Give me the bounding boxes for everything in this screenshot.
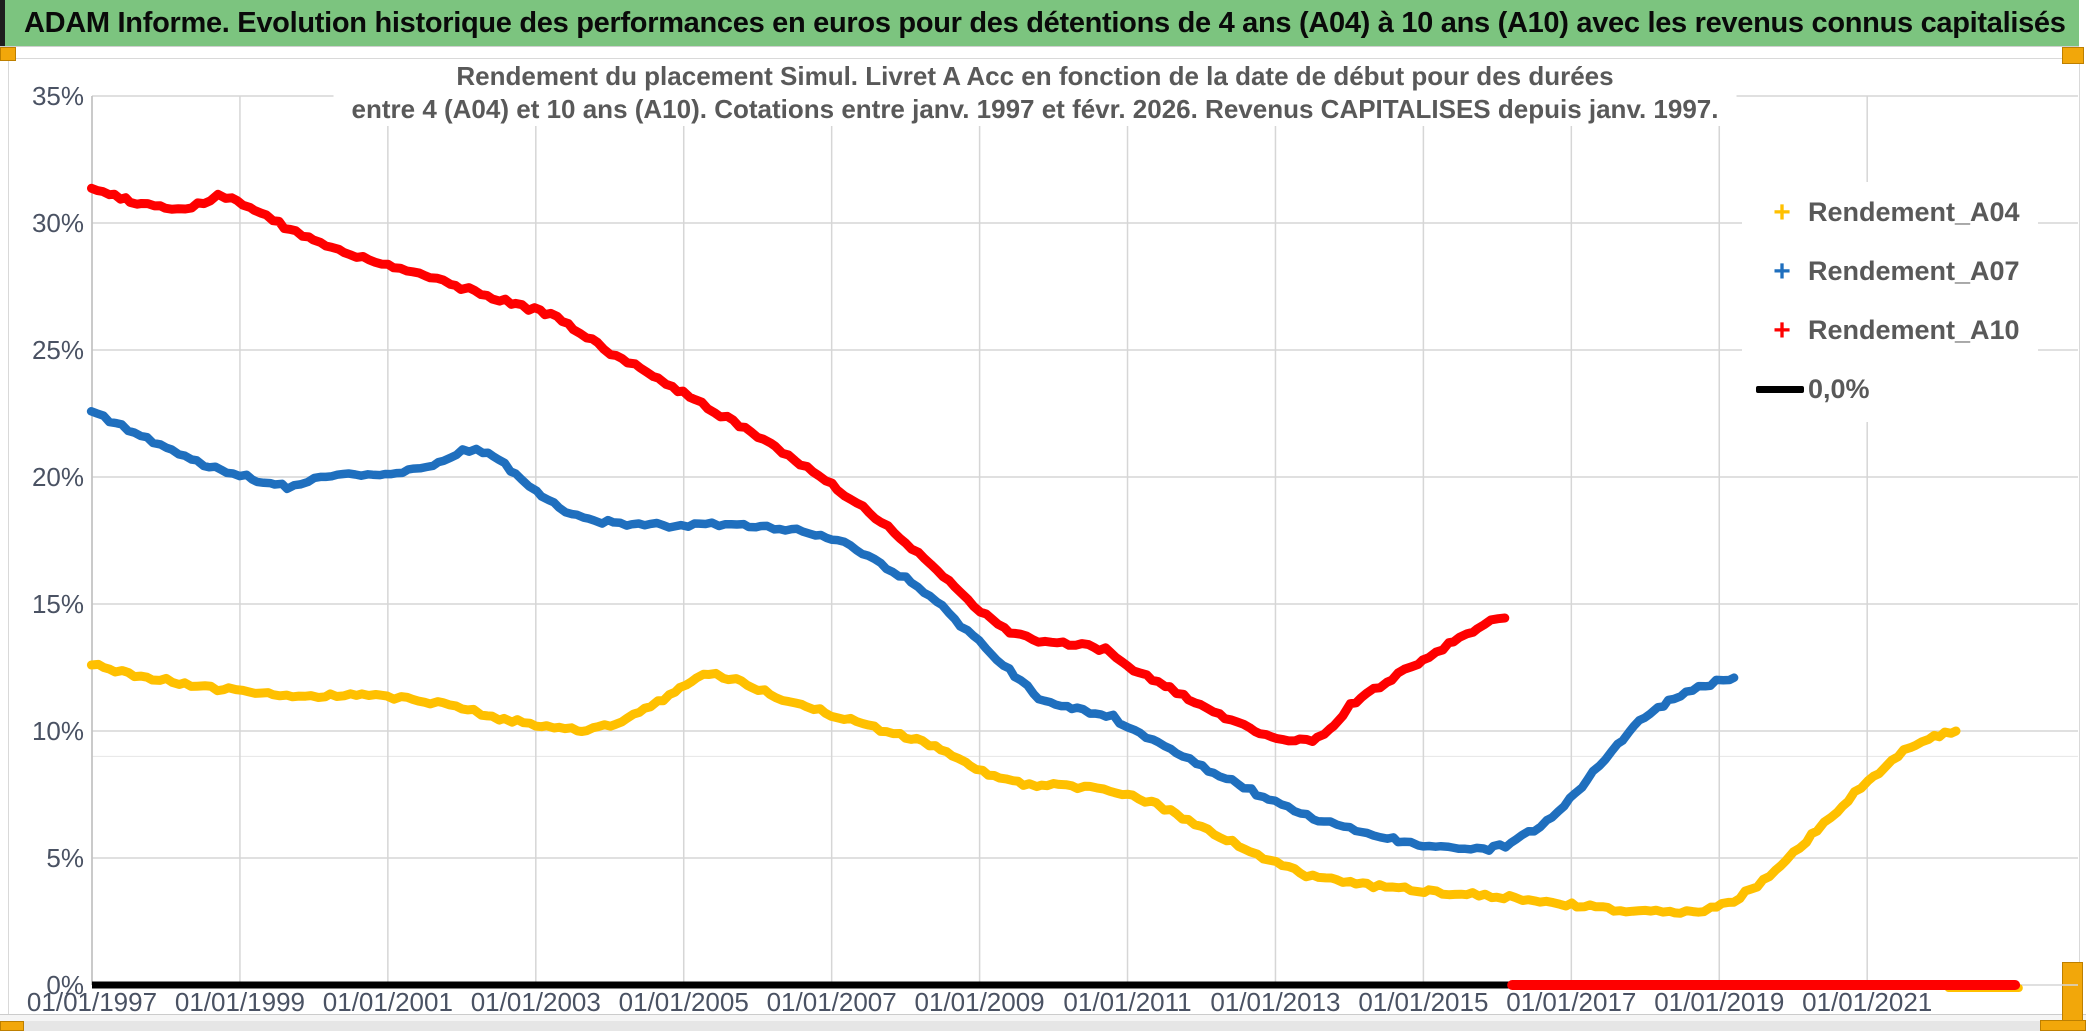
legend-item-a10[interactable]: + Rendement_A10 [1756,308,2020,353]
x-tick-label: 01/01/1999 [175,987,305,1017]
x-tick-label: 01/01/2013 [1210,987,1340,1017]
x-tick-label: 01/01/1997 [27,987,157,1017]
y-tick-label: 30% [32,208,84,238]
y-tick-label: 10% [32,716,84,746]
header-title: ADAM Informe. Evolution historique des p… [24,6,2066,39]
series-Rendement_A04 [86,659,1961,918]
header-banner: ADAM Informe. Evolution historique des p… [0,0,2079,47]
selection-handle-top-left[interactable] [0,47,16,61]
chart-legend[interactable]: + Rendement_A04 + Rendement_A07 + Rendem… [1742,182,2038,422]
y-tick-label: 25% [32,335,84,365]
x-tick-label: 01/01/2005 [619,987,749,1017]
x-tick-label: 01/01/2007 [767,987,897,1017]
x-tick-label: 01/01/2021 [1802,987,1932,1017]
bottom-strip-gray [0,1021,2086,1031]
plus-marker-icon: + [1773,195,1791,229]
zero-line-marker-icon [1756,386,1804,393]
chart-title-line2: entre 4 (A04) et 10 ans (A10). Cotations… [351,94,1719,125]
x-tick-label: 01/01/2017 [1506,987,1636,1017]
x-tick-label: 01/01/2019 [1654,987,1784,1017]
y-tick-label: 0% [46,970,84,1000]
legend-label: Rendement_A10 [1808,315,2020,345]
series-Rendement_A10 [87,183,1510,746]
selection-handle-top-right[interactable] [2062,47,2084,64]
legend-item-zero[interactable]: 0,0% [1756,367,2020,412]
legend-label: Rendement_A07 [1808,256,2020,286]
series-Rendement_A07 [86,407,1739,855]
x-tick-label: 01/01/2003 [471,987,601,1017]
chart-title-line1: Rendement du placement Simul. Livret A A… [456,61,1614,91]
y-tick-label: 20% [32,462,84,492]
y-tick-label: 15% [32,589,84,619]
x-tick-label: 01/01/2015 [1358,987,1488,1017]
chart-frame[interactable] [8,58,2080,1015]
y-tick-label: 35% [32,81,84,111]
legend-item-a04[interactable]: + Rendement_A04 [1756,190,2020,235]
x-tick-label: 01/01/2001 [323,987,453,1017]
plus-marker-icon: + [1773,254,1791,288]
x-tick-label: 01/01/2011 [1063,987,1191,1017]
y-tick-label: 5% [46,843,84,873]
bottom-strip-light [0,1014,2086,1022]
legend-item-a07[interactable]: + Rendement_A07 [1756,249,2020,294]
x-tick-label: 01/01/2009 [915,987,1045,1017]
window-left-edge [0,0,5,46]
plus-marker-icon: + [1773,313,1791,347]
legend-label: Rendement_A04 [1808,197,2020,227]
chart-title: Rendement du placement Simul. Livret A A… [333,60,1737,127]
legend-label: 0,0% [1808,374,1870,404]
